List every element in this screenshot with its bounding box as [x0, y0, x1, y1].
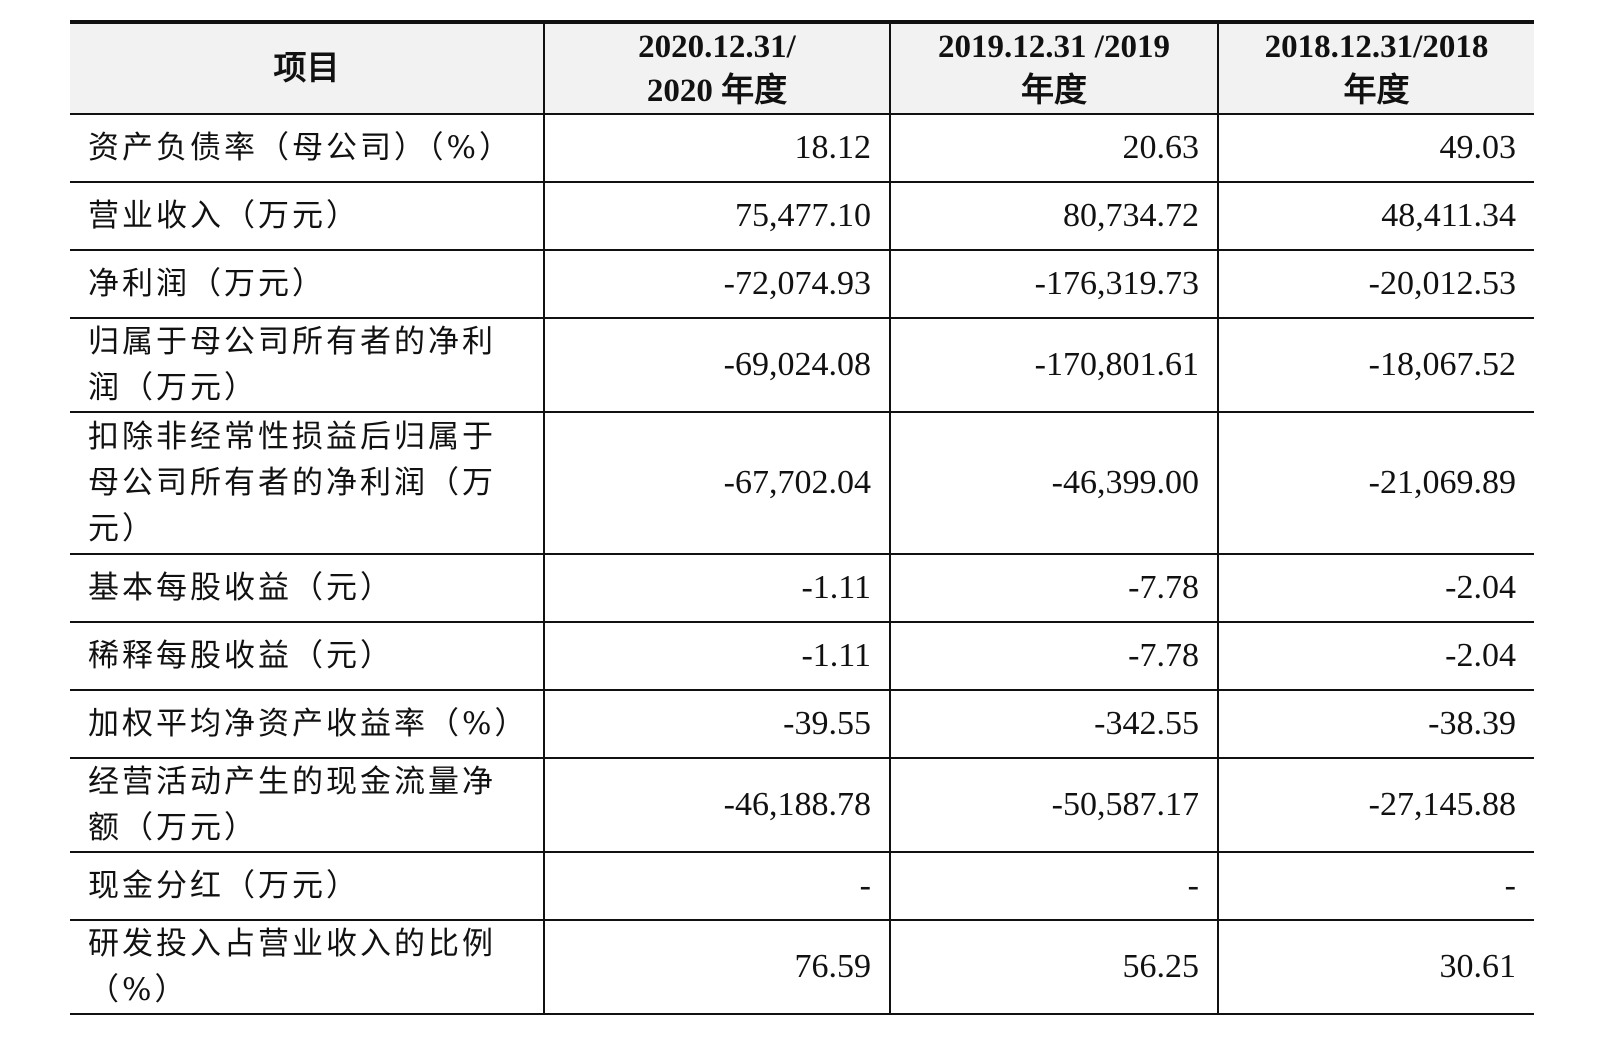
cell-2020: -: [543, 851, 891, 921]
table-row: 基本每股收益（元） -1.11 -7.78 -2.04: [70, 553, 1534, 623]
header-2020-line2: 2020 年度: [646, 72, 788, 109]
row-label: 加权平均净资产收益率（%）: [70, 689, 545, 759]
header-2019-line2: 年度: [1021, 72, 1087, 109]
cell-2018: -21,069.89: [1217, 411, 1534, 555]
cell-2020: -39.55: [543, 689, 891, 759]
row-label: 营业收入（万元）: [70, 181, 545, 251]
cell-2019: 80,734.72: [889, 181, 1219, 251]
cell-2020: -46,188.78: [543, 757, 891, 853]
row-label: 现金分红（万元）: [70, 851, 545, 921]
cell-2020: -72,074.93: [543, 249, 891, 319]
table-row: 扣除非经常性损益后归属于母公司所有者的净利润（万元） -67,702.04 -4…: [70, 411, 1534, 555]
table-row: 加权平均净资产收益率（%） -39.55 -342.55 -38.39: [70, 689, 1534, 759]
row-label: 归属于母公司所有者的净利润（万元）: [70, 317, 545, 413]
cell-2018: -: [1217, 851, 1534, 921]
cell-2018: -2.04: [1217, 553, 1534, 623]
table-row: 净利润（万元） -72,074.93 -176,319.73 -20,012.5…: [70, 249, 1534, 319]
table-row: 归属于母公司所有者的净利润（万元） -69,024.08 -170,801.61…: [70, 317, 1534, 413]
cell-2019: -176,319.73: [889, 249, 1219, 319]
cell-2020: 18.12: [543, 113, 891, 183]
cell-2018: -38.39: [1217, 689, 1534, 759]
cell-2018: -20,012.53: [1217, 249, 1534, 319]
cell-2020: 76.59: [543, 919, 891, 1015]
financial-indicators-table: 项目 2020.12.31/ 2020 年度 2019.12.31 /2019 …: [70, 20, 1534, 1015]
cell-2018: -18,067.52: [1217, 317, 1534, 413]
header-2020-line1: 2020.12.31/: [638, 28, 796, 65]
row-label: 经营活动产生的现金流量净额（万元）: [70, 757, 545, 853]
cell-2018: -2.04: [1217, 621, 1534, 691]
table-row: 现金分红（万元） - - -: [70, 851, 1534, 921]
cell-2020: -69,024.08: [543, 317, 891, 413]
header-item: 项目: [70, 20, 545, 115]
cell-2019: -7.78: [889, 553, 1219, 623]
table-row: 研发投入占营业收入的比例（%） 76.59 56.25 30.61: [70, 919, 1534, 1015]
header-2019-line1: 2019.12.31 /2019: [938, 28, 1170, 65]
row-label: 研发投入占营业收入的比例（%）: [70, 919, 545, 1015]
table-row: 营业收入（万元） 75,477.10 80,734.72 48,411.34: [70, 181, 1534, 251]
header-item-text: 项目: [273, 50, 340, 87]
cell-2019: -170,801.61: [889, 317, 1219, 413]
table-header-row: 项目 2020.12.31/ 2020 年度 2019.12.31 /2019 …: [70, 20, 1534, 115]
row-label: 稀释每股收益（元）: [70, 621, 545, 691]
cell-2018: -27,145.88: [1217, 757, 1534, 853]
cell-2020: -1.11: [543, 553, 891, 623]
cell-2020: 75,477.10: [543, 181, 891, 251]
header-2020: 2020.12.31/ 2020 年度: [543, 20, 891, 115]
table-row: 资产负债率（母公司）（%） 18.12 20.63 49.03: [70, 113, 1534, 183]
cell-2018: 49.03: [1217, 113, 1534, 183]
row-label: 净利润（万元）: [70, 249, 545, 319]
table-row: 经营活动产生的现金流量净额（万元） -46,188.78 -50,587.17 …: [70, 757, 1534, 853]
cell-2019: -342.55: [889, 689, 1219, 759]
row-label: 扣除非经常性损益后归属于母公司所有者的净利润（万元）: [70, 411, 545, 555]
header-2018: 2018.12.31/2018 年度: [1217, 20, 1534, 115]
cell-2020: -67,702.04: [543, 411, 891, 555]
row-label: 资产负债率（母公司）（%）: [70, 113, 545, 183]
header-2018-line1: 2018.12.31/2018: [1264, 28, 1489, 65]
cell-2019: -50,587.17: [889, 757, 1219, 853]
cell-2019: 56.25: [889, 919, 1219, 1015]
header-2018-line2: 年度: [1343, 72, 1410, 109]
cell-2019: -46,399.00: [889, 411, 1219, 555]
cell-2019: 20.63: [889, 113, 1219, 183]
table-row: 稀释每股收益（元） -1.11 -7.78 -2.04: [70, 621, 1534, 691]
cell-2018: 30.61: [1217, 919, 1534, 1015]
header-2019: 2019.12.31 /2019 年度: [889, 20, 1219, 115]
cell-2020: -1.11: [543, 621, 891, 691]
cell-2019: -7.78: [889, 621, 1219, 691]
cell-2018: 48,411.34: [1217, 181, 1534, 251]
row-label: 基本每股收益（元）: [70, 553, 545, 623]
cell-2019: -: [889, 851, 1219, 921]
